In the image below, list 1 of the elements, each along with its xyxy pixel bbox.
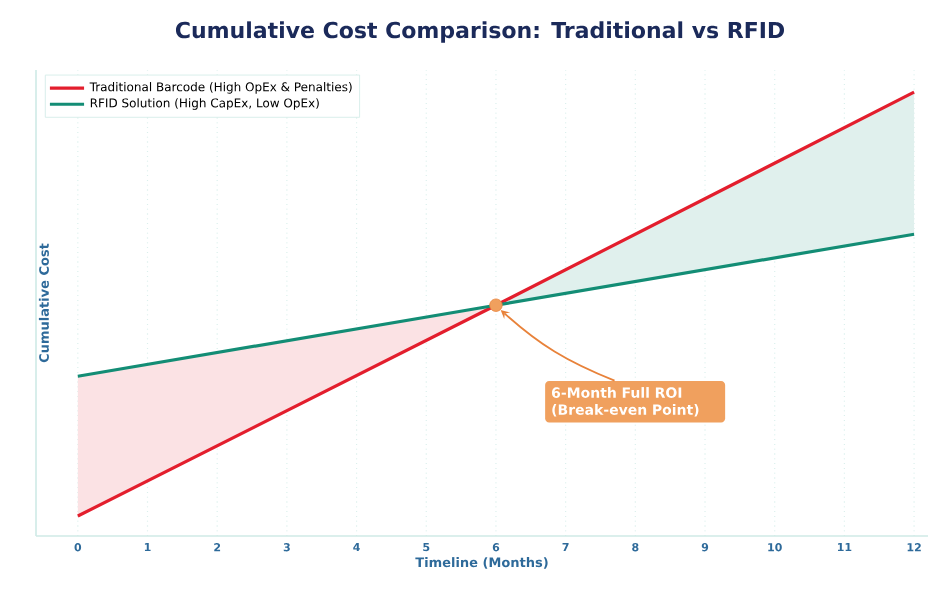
chart-title: Cumulative Cost Comparison: Traditional vs RFID — [175, 21, 785, 43]
